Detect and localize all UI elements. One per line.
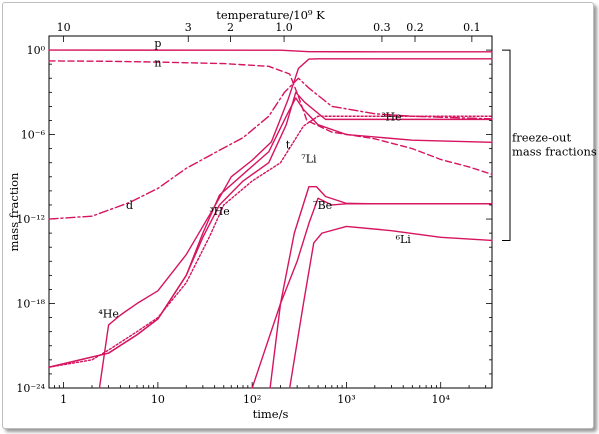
x-tick-label: 1 xyxy=(60,393,67,406)
y-axis-title: mass fraction xyxy=(7,172,21,251)
freeze-out-label: mass fractions xyxy=(512,144,597,158)
temperature-axis-title: temperature/10⁹ K xyxy=(216,8,325,22)
series-line xyxy=(48,91,493,368)
series-label: ³He xyxy=(209,205,230,218)
series-line xyxy=(251,197,493,389)
x-tick-label: 10⁴ xyxy=(431,393,450,406)
series-label: p xyxy=(154,37,161,50)
series-label: d xyxy=(126,199,133,212)
freeze-out-bracket xyxy=(502,49,511,241)
series-line xyxy=(288,225,493,389)
y-tick-label: 10⁻⁶ xyxy=(21,129,46,142)
series-label: ³He xyxy=(381,110,402,123)
freeze-out-label: freeze-out xyxy=(512,130,571,144)
series-line xyxy=(48,115,493,368)
temperature-tick-label: 1.0 xyxy=(275,21,293,34)
temperature-tick-label: 3 xyxy=(185,21,192,34)
series-label: t xyxy=(286,139,291,152)
y-tick-label: 10⁻¹² xyxy=(16,213,45,226)
series-line xyxy=(48,49,493,53)
chart-frame xyxy=(2,2,594,429)
series-line xyxy=(48,77,493,220)
series-line xyxy=(48,97,493,368)
series-label: ⁷Li xyxy=(301,153,317,166)
y-tick-label: 10⁻²⁴ xyxy=(16,382,45,395)
x-tick-label: 10² xyxy=(243,393,261,406)
series-group xyxy=(48,49,493,389)
series-label: ⁶Li xyxy=(396,233,412,246)
axes: 1 10 10² 10³ 10⁴ 10⁰ 10⁻⁶ 10⁻¹² 10⁻¹⁸ 10⁻²⁴ 10 3 2 1.… xyxy=(7,8,493,421)
x-tick-label: 10³ xyxy=(337,393,355,406)
curve-labels: pn ⁴He d t ³He ³He ⁷Li ⁷Be ⁶Li xyxy=(98,37,411,321)
temperature-tick-label: 0.1 xyxy=(463,21,481,34)
temperature-tick-label: 2 xyxy=(227,21,234,34)
series-line xyxy=(269,185,493,389)
temperature-tick-label: 10 xyxy=(57,21,71,34)
x-axis-title: time/s xyxy=(253,407,289,421)
y-tick-label: 10⁻¹⁸ xyxy=(16,298,45,311)
series-label: ⁷Be xyxy=(313,199,332,212)
temperature-tick-label: 0.3 xyxy=(373,21,391,34)
series-line xyxy=(98,58,493,389)
y-tick-label: 10⁰ xyxy=(27,44,46,57)
x-tick-label: 10 xyxy=(151,393,165,406)
temperature-tick-label: 0.2 xyxy=(406,21,424,34)
series-label: n xyxy=(154,56,161,69)
series-label: ⁴He xyxy=(98,308,119,321)
